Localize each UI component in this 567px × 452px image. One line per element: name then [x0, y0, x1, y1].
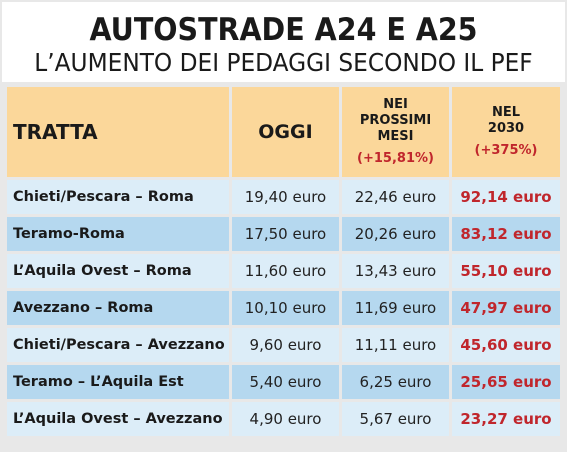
prossimi-cell: 22,46 euro: [342, 180, 449, 214]
prossimi-cell: 20,26 euro: [342, 217, 449, 251]
header-2030-line1: NEL: [491, 105, 521, 120]
nel2030-cell: 55,10 euro: [452, 254, 560, 288]
route-cell: Chieti/Pescara – Avezzano: [7, 328, 229, 362]
prossimi-cell: 6,25 euro: [342, 365, 449, 399]
table-row: Chieti/Pescara – Avezzano 9,60 euro 11,1…: [7, 328, 560, 362]
nel2030-cell: 47,97 euro: [452, 291, 560, 325]
toll-table: TRATTA OGGI NEI PROSSIMI MESI (+15,81%) …: [4, 84, 563, 439]
header-tratta: TRATTA: [7, 87, 229, 177]
route-cell: Avezzano – Roma: [7, 291, 229, 325]
nel2030-cell: 23,27 euro: [452, 402, 560, 436]
route-cell: Teramo – L’Aquila Est: [7, 365, 229, 399]
header-oggi: OGGI: [232, 87, 339, 177]
table-row: Teramo – L’Aquila Est 5,40 euro 6,25 eur…: [7, 365, 560, 399]
header-nel-2030: NEL 2030 (+375%): [452, 87, 560, 177]
header-2030-line2: 2030: [487, 121, 525, 136]
nel2030-cell: 45,60 euro: [452, 328, 560, 362]
header-prossimi-line2: PROSSIMI: [359, 113, 432, 128]
header-prossimi-line1: NEI: [383, 97, 408, 112]
route-cell: Chieti/Pescara – Roma: [7, 180, 229, 214]
nel2030-cell: 25,65 euro: [452, 365, 560, 399]
header-2030-pct: (+375%): [474, 143, 538, 158]
header-prossimi-line3: MESI: [377, 129, 414, 144]
route-cell: L’Aquila Ovest – Roma: [7, 254, 229, 288]
oggi-cell: 11,60 euro: [232, 254, 339, 288]
table-row: Chieti/Pescara – Roma 19,40 euro 22,46 e…: [7, 180, 560, 214]
page-subtitle: L’AUMENTO DEI PEDAGGI SECONDO IL PEF: [34, 48, 533, 77]
prossimi-cell: 11,69 euro: [342, 291, 449, 325]
route-cell: L’Aquila Ovest – Avezzano: [7, 402, 229, 436]
infographic-header: AUTOSTRADE A24 E A25 L’AUMENTO DEI PEDAG…: [2, 2, 565, 82]
header-prossimi-pct: (+15,81%): [357, 151, 434, 166]
table-row: Avezzano – Roma 10,10 euro 11,69 euro 47…: [7, 291, 560, 325]
oggi-cell: 9,60 euro: [232, 328, 339, 362]
prossimi-cell: 11,11 euro: [342, 328, 449, 362]
prossimi-cell: 13,43 euro: [342, 254, 449, 288]
oggi-cell: 4,90 euro: [232, 402, 339, 436]
table-row: Teramo-Roma 17,50 euro 20,26 euro 83,12 …: [7, 217, 560, 251]
header-prossimi-mesi: NEI PROSSIMI MESI (+15,81%): [342, 87, 449, 177]
oggi-cell: 17,50 euro: [232, 217, 339, 251]
nel2030-cell: 83,12 euro: [452, 217, 560, 251]
oggi-cell: 19,40 euro: [232, 180, 339, 214]
nel2030-cell: 92,14 euro: [452, 180, 560, 214]
table-header-row: TRATTA OGGI NEI PROSSIMI MESI (+15,81%) …: [7, 87, 560, 177]
page-title: AUTOSTRADE A24 E A25: [89, 12, 478, 48]
route-cell: Teramo-Roma: [7, 217, 229, 251]
table-row: L’Aquila Ovest – Roma 11,60 euro 13,43 e…: [7, 254, 560, 288]
oggi-cell: 10,10 euro: [232, 291, 339, 325]
table-row: L’Aquila Ovest – Avezzano 4,90 euro 5,67…: [7, 402, 560, 436]
oggi-cell: 5,40 euro: [232, 365, 339, 399]
prossimi-cell: 5,67 euro: [342, 402, 449, 436]
